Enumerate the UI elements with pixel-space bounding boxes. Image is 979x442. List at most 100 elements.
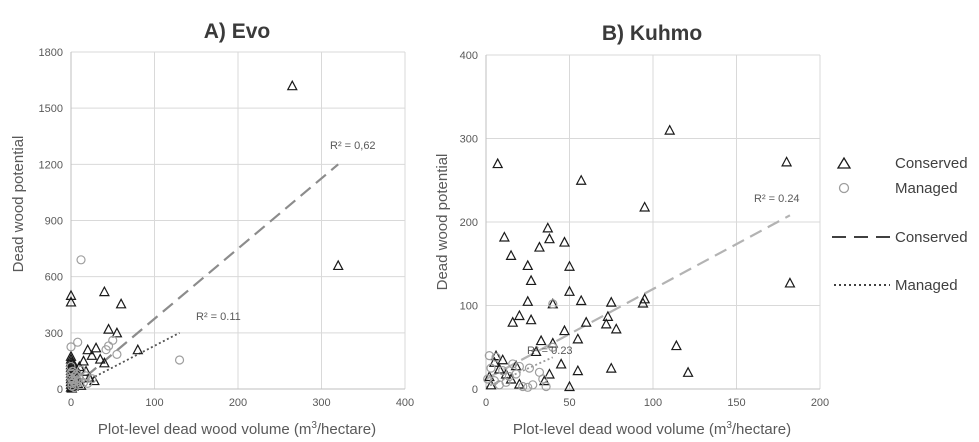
point-conserved bbox=[572, 364, 584, 376]
point-managed bbox=[491, 352, 501, 362]
point-conserved bbox=[572, 333, 584, 344]
point-managed bbox=[66, 368, 76, 378]
point-conserved bbox=[558, 324, 570, 336]
point-managed bbox=[528, 380, 538, 390]
point-managed bbox=[541, 381, 551, 392]
x-tick-label: 200 bbox=[229, 397, 247, 409]
point-managed bbox=[508, 359, 518, 369]
point-managed bbox=[81, 371, 91, 381]
y-tick-label: 100 bbox=[460, 301, 478, 313]
gridlines-kuhmo bbox=[486, 54, 821, 389]
x-tick-label: 100 bbox=[145, 397, 163, 409]
panel-evo: A) Evo 0 300 600 900 1200 1500 1800 0 100 200 300 4… bbox=[10, 20, 414, 438]
legend-managed-marker-label: Managed bbox=[895, 180, 958, 197]
point-conserved bbox=[332, 259, 344, 271]
point-managed bbox=[174, 355, 185, 365]
point-managed bbox=[87, 374, 97, 384]
x-tick-label: 100 bbox=[644, 397, 662, 409]
point-conserved bbox=[564, 380, 575, 392]
point-conserved bbox=[65, 296, 77, 307]
point-managed bbox=[486, 363, 496, 373]
point-conserved bbox=[610, 323, 622, 334]
axes-evo: 0 300 600 900 1200 1500 1800 0 100 200 300 400 bbox=[39, 47, 415, 409]
x-tick-label: 0 bbox=[68, 397, 74, 409]
y-tick-label: 600 bbox=[45, 272, 63, 284]
legend-managed-line-label: Managed bbox=[895, 277, 958, 294]
point-conserved bbox=[542, 222, 554, 233]
point-conserved bbox=[600, 318, 612, 329]
point-conserved bbox=[533, 241, 545, 252]
point-conserved bbox=[286, 79, 298, 91]
points-evo bbox=[65, 79, 344, 393]
r2-label-managed-kuhmo: R² = 0.23 bbox=[527, 345, 573, 357]
point-conserved bbox=[90, 342, 102, 353]
gridlines-evo bbox=[71, 51, 406, 389]
point-conserved bbox=[564, 260, 575, 271]
x-axis-label-evo: Plot-level dead wood volume (m3/hectare) bbox=[98, 420, 376, 438]
point-conserved bbox=[522, 295, 534, 306]
r2-label-conserved-evo: R² = 0,62 bbox=[330, 140, 376, 152]
trendlines-kuhmo bbox=[485, 214, 791, 389]
point-conserved bbox=[507, 316, 519, 327]
point-managed bbox=[484, 351, 494, 361]
y-axis-label-kuhmo: Dead wood potential bbox=[434, 154, 451, 291]
point-managed bbox=[518, 381, 528, 392]
point-conserved bbox=[525, 274, 537, 286]
point-conserved bbox=[535, 334, 547, 346]
point-conserved bbox=[483, 370, 495, 382]
point-managed bbox=[66, 342, 76, 352]
y-tick-label: 300 bbox=[460, 134, 478, 146]
legend-conserved-line-label: Conserved bbox=[895, 229, 968, 246]
chart-title-kuhmo: B) Kuhmo bbox=[602, 22, 702, 45]
y-tick-label: 400 bbox=[460, 50, 478, 62]
point-conserved bbox=[555, 358, 567, 369]
points-kuhmo bbox=[483, 124, 796, 392]
point-conserved bbox=[564, 285, 575, 296]
x-tick-label: 400 bbox=[396, 397, 414, 409]
point-conserved bbox=[498, 231, 510, 242]
point-managed bbox=[101, 345, 111, 355]
point-conserved bbox=[639, 201, 651, 212]
x-tick-label: 150 bbox=[727, 397, 745, 409]
point-managed bbox=[76, 255, 86, 265]
point-conserved bbox=[543, 232, 555, 244]
point-conserved bbox=[86, 349, 98, 360]
point-conserved bbox=[602, 310, 614, 321]
point-conserved bbox=[664, 124, 676, 135]
trendlines-evo bbox=[70, 163, 339, 390]
r2-label-conserved-kuhmo: R² = 0.24 bbox=[754, 193, 800, 205]
point-conserved bbox=[88, 374, 100, 386]
x-tick-label: 0 bbox=[483, 397, 489, 409]
y-tick-label: 1500 bbox=[39, 103, 63, 115]
point-conserved bbox=[530, 345, 542, 357]
trendline-conserved bbox=[485, 214, 791, 380]
point-conserved bbox=[575, 294, 587, 306]
y-tick-label: 0 bbox=[472, 384, 478, 396]
y-axis-label-evo: Dead wood potential bbox=[10, 136, 27, 273]
point-conserved bbox=[637, 297, 649, 308]
x-tick-label: 50 bbox=[563, 397, 575, 409]
point-conserved bbox=[547, 337, 559, 348]
panel-kuhmo: B) Kuhmo 0 100 200 300 400 0 50 100 150 200 R² = … bbox=[434, 22, 829, 438]
point-conserved bbox=[784, 277, 796, 288]
point-conserved bbox=[580, 316, 592, 327]
point-conserved bbox=[115, 298, 127, 309]
point-conserved bbox=[132, 343, 144, 355]
point-conserved bbox=[781, 156, 793, 167]
point-conserved bbox=[575, 174, 587, 185]
point-conserved bbox=[80, 365, 92, 376]
point-managed bbox=[548, 342, 558, 352]
point-conserved bbox=[543, 368, 555, 379]
point-managed bbox=[498, 366, 508, 376]
point-conserved bbox=[82, 343, 94, 355]
point-managed bbox=[483, 374, 493, 384]
x-tick-label: 300 bbox=[312, 397, 330, 409]
point-managed bbox=[501, 377, 511, 387]
point-conserved bbox=[103, 323, 115, 334]
point-conserved bbox=[558, 236, 570, 247]
point-conserved bbox=[513, 309, 525, 321]
trendline-conserved bbox=[70, 163, 339, 390]
y-tick-label: 300 bbox=[45, 328, 63, 340]
y-tick-label: 1200 bbox=[39, 159, 63, 171]
